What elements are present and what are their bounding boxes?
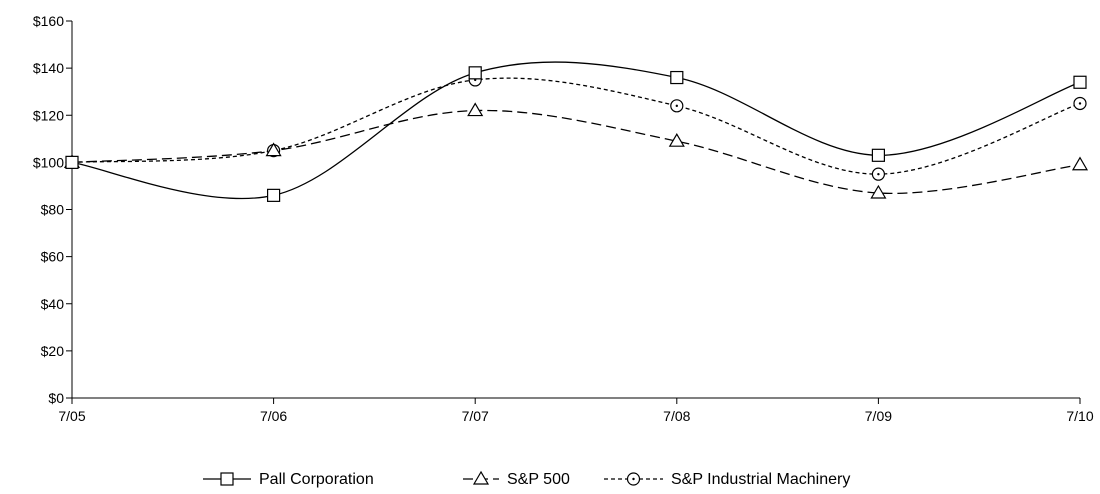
data-point-triangle [870,184,887,199]
legend-marker-triangle [472,470,490,485]
data-point-square [267,188,281,202]
legend-marker-square [220,472,234,486]
series-line-triangle [71,109,1081,195]
x-tick-label: 7/08 [663,408,690,424]
x-tick-label: 7/10 [1066,408,1093,424]
y-tick-label: $60 [41,249,65,265]
data-point-circle [1073,96,1087,111]
y-tick-label: $40 [41,296,65,312]
legend-label: S&P Industrial Machinery [671,471,850,488]
data-point-square [1073,75,1087,89]
legend-item: S&P Industrial Machinery [604,471,850,488]
data-point-square [65,155,79,169]
series-line-circle [71,77,1081,175]
data-point-triangle [1071,156,1089,171]
y-tick-label: $20 [41,343,65,359]
data-point-triangle [265,142,282,157]
x-tick-label: 7/05 [58,408,85,424]
chart-axes: $0 $20 $40 $60 $80 $100 $120 $140 $160 7/05 7/06 7/… [33,13,1094,424]
data-point-square [871,148,886,162]
chart-series [63,61,1089,202]
legend-item: S&P 500 [463,470,570,488]
data-point-circle [670,99,684,113]
y-tick-label: $160 [33,13,64,29]
data-point-square [670,70,684,85]
y-tick-label: $80 [41,202,65,218]
legend-label: S&P 500 [507,471,570,488]
legend-label: Pall Corporation [259,471,374,488]
data-point-square [468,66,482,80]
chart-legend: Pall Corporation S&P 500 S&P Industrial Ma… [203,470,850,488]
y-tick-label: $0 [48,390,64,406]
legend-item: Pall Corporation [203,471,374,488]
series-line-square [71,61,1081,200]
x-tick-label: 7/07 [462,408,489,424]
data-point-triangle [467,102,484,117]
x-tick-label: 7/09 [865,408,892,424]
y-tick-label: $100 [33,154,64,170]
x-tick-label: 7/06 [260,408,287,424]
data-point-triangle [668,132,685,147]
y-tick-label: $140 [33,60,64,76]
y-tick-label: $120 [33,107,64,123]
legend-marker-circle [626,472,641,486]
data-point-circle [871,167,886,181]
